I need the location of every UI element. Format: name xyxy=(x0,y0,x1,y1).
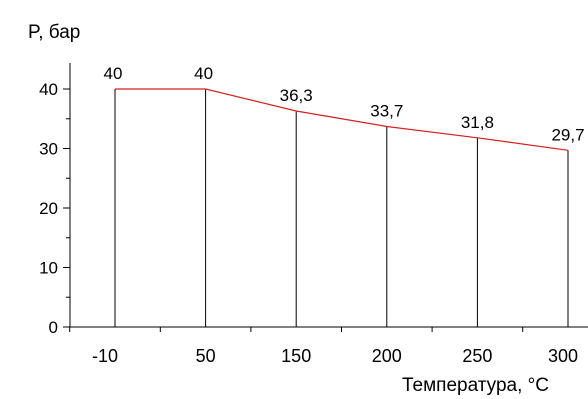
y-ticks: 0 10 20 30 40 xyxy=(39,80,70,337)
data-label: 40 xyxy=(194,64,213,83)
data-label: 40 xyxy=(104,64,123,83)
x-tick-label: 300 xyxy=(548,346,578,366)
x-ticks: -10 50 150 200 250 300 xyxy=(69,327,578,366)
y-tick-label: 40 xyxy=(39,80,58,99)
x-tick-label: 50 xyxy=(196,346,216,366)
y-tick-label: 0 xyxy=(49,318,58,337)
drop-lines xyxy=(114,89,569,327)
x-axis-label: Температура, °С xyxy=(402,375,549,396)
y-tick-label: 20 xyxy=(39,199,58,218)
x-tick-label: 200 xyxy=(372,346,402,366)
x-tick-label: 250 xyxy=(462,346,492,366)
y-tick-label: 10 xyxy=(39,259,58,278)
data-labels: 40 40 36,3 33,7 31,8 29,7 xyxy=(104,64,585,144)
data-label: 31,8 xyxy=(461,113,494,132)
y-axis-label: P, бар xyxy=(28,22,80,43)
data-label: 36,3 xyxy=(280,86,313,105)
pressure-series-line xyxy=(115,88,569,151)
data-label: 33,7 xyxy=(370,101,403,120)
x-tick-label: -10 xyxy=(92,346,118,366)
x-tick-label: 150 xyxy=(281,346,311,366)
data-label: 29,7 xyxy=(551,125,584,144)
y-tick-label: 30 xyxy=(39,140,58,159)
